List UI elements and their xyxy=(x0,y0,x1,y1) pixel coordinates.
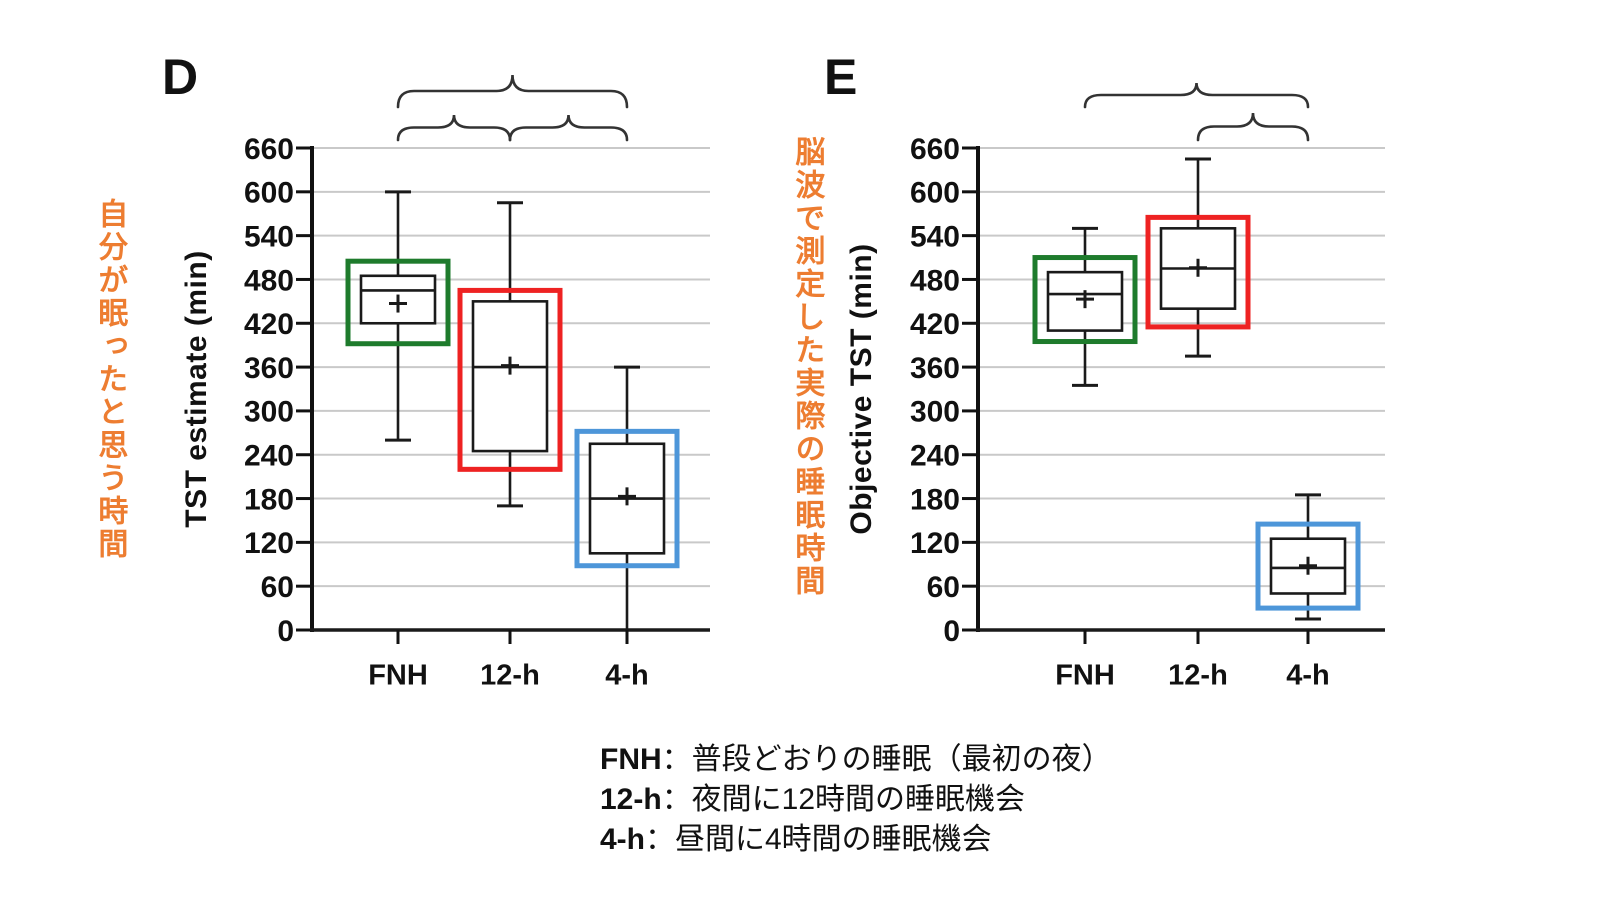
y-tick-label: 300 xyxy=(244,396,294,429)
comparison-brace-FNH-4-h xyxy=(396,74,629,109)
legend-term: 12-h xyxy=(600,783,662,816)
highlight-rect-green xyxy=(1032,255,1138,345)
comparison-brace-12-h-4-h xyxy=(508,114,629,142)
highlight-rect-blue xyxy=(574,428,680,569)
y-tick-label: 240 xyxy=(244,440,294,473)
boxplot-4-h xyxy=(588,365,666,630)
iqr-box xyxy=(471,300,549,453)
boxplot-FNH xyxy=(359,190,437,442)
y-tick-label: 600 xyxy=(910,177,960,210)
legend-desc: ：昼間に4時間の睡眠機会 xyxy=(645,823,992,856)
x-tick-label: FNH xyxy=(368,659,428,691)
y-tick-label: 180 xyxy=(244,483,294,516)
y-tick-label: 480 xyxy=(244,264,294,297)
y-tick-label: 0 xyxy=(277,615,294,648)
legend-item: FNH：普段どおりの睡眠（最初の夜） xyxy=(600,740,1112,780)
legend-term: FNH xyxy=(600,743,662,776)
y-tick-label: 540 xyxy=(910,220,960,253)
y-tick-label: 360 xyxy=(244,352,294,385)
x-tick-label: 12-h xyxy=(480,659,540,691)
comparison-brace-FNH-4-h xyxy=(1083,82,1310,109)
highlight-rect-red xyxy=(1145,214,1251,330)
y-tick-label: 120 xyxy=(910,527,960,560)
y-tick-label: 480 xyxy=(910,264,960,297)
x-tick-label: 4-h xyxy=(1286,659,1330,691)
x-tick-label: FNH xyxy=(1055,659,1115,691)
y-tick-label: 660 xyxy=(910,133,960,166)
highlight-rect-blue xyxy=(1255,521,1361,611)
y-tick-label: 120 xyxy=(244,527,294,560)
panel-d-side-note: 自分が眠ったと思う時間 xyxy=(93,198,127,561)
panel-e-letter: E xyxy=(824,49,858,105)
y-tick-label: 0 xyxy=(943,615,960,648)
highlight-rect-red xyxy=(457,287,563,472)
x-tick-label: 4-h xyxy=(605,659,649,691)
y-tick-label: 240 xyxy=(910,440,960,473)
y-tick-label: 660 xyxy=(244,133,294,166)
boxplot-12-h xyxy=(1159,157,1237,358)
figure-legend: FNH：普段どおりの睡眠（最初の夜） 12-h：夜間に12時間の睡眠機会 4-h… xyxy=(600,740,1112,860)
legend-item: 4-h：昼間に4時間の睡眠機会 xyxy=(600,820,1112,860)
panel-d-letter: D xyxy=(162,49,199,105)
y-tick-label: 540 xyxy=(244,220,294,253)
legend-desc: ：普段どおりの睡眠（最初の夜） xyxy=(661,743,1112,776)
comparison-brace-12-h-4-h xyxy=(1196,112,1310,142)
y-tick-label: 600 xyxy=(244,177,294,210)
legend-term: 4-h xyxy=(600,823,645,856)
y-tick-label: 420 xyxy=(244,308,294,341)
boxplot-FNH xyxy=(1046,226,1124,387)
highlight-rect-green xyxy=(345,258,451,347)
legend-desc: ：夜間に12時間の睡眠機会 xyxy=(661,783,1026,816)
y-tick-label: 60 xyxy=(261,571,294,604)
boxplot-12-h xyxy=(471,201,549,508)
x-tick-label: 12-h xyxy=(1168,659,1228,691)
panel-e-y-axis-title: Objective TST (min) xyxy=(845,243,878,535)
boxplot-4-h xyxy=(1269,493,1347,621)
legend-item: 12-h：夜間に12時間の睡眠機会 xyxy=(600,780,1112,820)
y-tick-label: 360 xyxy=(910,352,960,385)
y-tick-label: 180 xyxy=(910,483,960,516)
comparison-brace-FNH-12-h xyxy=(396,114,512,142)
panel-e-side-note: 脳波で測定した実際の睡眠時間 xyxy=(790,136,824,598)
y-tick-label: 420 xyxy=(910,308,960,341)
y-tick-label: 300 xyxy=(910,396,960,429)
y-tick-label: 60 xyxy=(927,571,960,604)
panel-d-y-axis-title: TST estimate (min) xyxy=(180,250,213,528)
